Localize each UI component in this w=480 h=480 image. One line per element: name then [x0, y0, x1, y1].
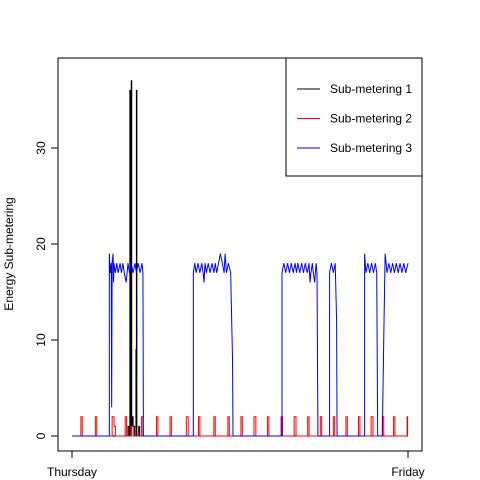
series-line-1	[72, 80, 408, 437]
y-axis-title: Energy Sub-metering	[2, 197, 16, 310]
x-axis: Thursday Friday	[47, 450, 425, 479]
series-line-3	[72, 253, 409, 437]
legend-label-3: Sub-metering 3	[330, 141, 412, 155]
series-line-2	[72, 416, 409, 437]
x-tick-label-2: Friday	[391, 465, 424, 479]
y-tick-label-4: 30	[34, 141, 48, 155]
y-axis: 0 10 20 30	[34, 141, 59, 439]
y-tick-label-2: 10	[34, 333, 48, 347]
legend-label-1: Sub-metering 1	[330, 82, 412, 96]
legend: Sub-metering 1 Sub-metering 2 Sub-metering…	[285, 57, 423, 177]
legend-label-2: Sub-metering 2	[330, 112, 412, 126]
x-tick-label-1: Thursday	[47, 465, 97, 479]
series-layer	[72, 80, 409, 437]
legend-box	[285, 57, 423, 177]
y-tick-label-3: 20	[34, 237, 48, 251]
y-tick-label-1: 0	[34, 432, 48, 439]
